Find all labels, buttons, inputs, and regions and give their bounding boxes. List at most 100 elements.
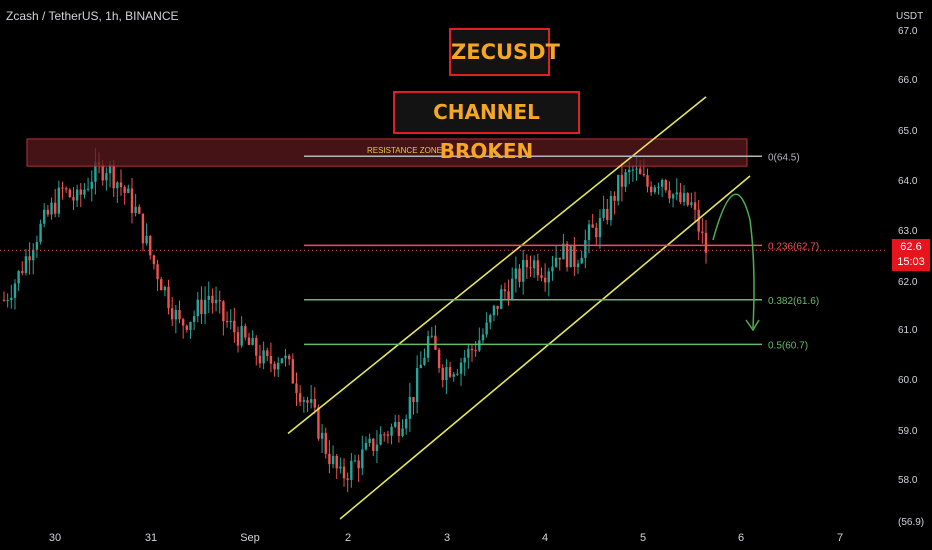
candle-body <box>255 337 258 356</box>
candle-body <box>470 348 474 351</box>
candle-body <box>635 168 638 170</box>
candle-body <box>17 271 20 284</box>
symbol-info: Zcash / TetherUS, 1h, BINANCE <box>6 9 179 23</box>
candle-body <box>302 400 306 402</box>
candle-body <box>152 255 156 265</box>
candle-body <box>364 443 368 450</box>
candle-body <box>57 187 61 214</box>
candle-body <box>145 235 148 244</box>
candle-body <box>595 227 598 238</box>
x-tick-label: 5 <box>640 532 646 544</box>
candle-body <box>671 194 675 199</box>
candle-body <box>404 418 408 429</box>
x-tick-label: Sep <box>240 532 260 544</box>
candle-body <box>521 260 525 282</box>
fib-level-label: 0.236(62.7) <box>768 241 819 252</box>
candle-body <box>13 283 17 298</box>
y-tick-label: 60.0 <box>898 375 918 386</box>
candle-body <box>200 299 203 315</box>
channel-lower-line <box>339 175 751 520</box>
candle-body <box>496 305 499 309</box>
candle-body <box>657 186 660 188</box>
y-tick-label: (56.9) <box>898 517 924 528</box>
candle-body <box>181 319 185 326</box>
candle-body <box>401 428 404 436</box>
candle-body <box>649 186 653 193</box>
candle-body <box>679 192 682 203</box>
x-tick-label: 30 <box>49 532 61 544</box>
candle-body <box>218 300 221 302</box>
candle-body <box>507 291 510 300</box>
candle-body <box>324 432 327 454</box>
resistance-zone <box>26 138 748 167</box>
candle-body <box>101 164 104 181</box>
candle-body <box>94 161 97 182</box>
y-tick-label: 66.0 <box>898 75 918 86</box>
candle-body <box>525 260 529 268</box>
y-tick-label: 61.0 <box>898 325 918 336</box>
candle-body <box>481 334 485 341</box>
chart-title: ZECUSDT <box>449 28 560 76</box>
candle-body <box>61 187 64 189</box>
projection-arrowhead <box>745 319 760 332</box>
candle-body <box>108 165 112 174</box>
candle-body <box>240 326 243 346</box>
candle-body <box>236 332 240 346</box>
candle-body <box>189 321 192 330</box>
candle-body <box>397 422 401 436</box>
candle-body <box>53 202 57 214</box>
candle-body <box>554 257 558 267</box>
candle-body <box>543 277 547 283</box>
candle-body <box>222 301 225 322</box>
candle-body <box>251 337 254 345</box>
candle-body <box>225 321 229 323</box>
candle-body <box>112 165 115 189</box>
candle-body <box>342 466 346 479</box>
x-tick-label: 7 <box>837 532 843 544</box>
candle-body <box>309 399 313 403</box>
candle-body <box>693 202 697 210</box>
candle-body <box>10 297 13 300</box>
candle-body <box>185 325 189 330</box>
candle-body <box>138 206 141 214</box>
candle-body <box>485 322 488 335</box>
candle-body <box>609 195 613 220</box>
candle-body <box>79 189 82 195</box>
candle-body <box>675 192 678 195</box>
candle-body <box>156 264 159 280</box>
candle-body <box>631 169 635 171</box>
candle-body <box>229 320 232 322</box>
candle-body <box>149 235 152 256</box>
candle-body <box>170 308 174 320</box>
candle-body <box>492 305 496 316</box>
candle-body <box>489 315 492 323</box>
candle-body <box>86 188 90 190</box>
resistance-zone-label: RESISTANCE ZONE <box>367 146 442 155</box>
candle-body <box>72 197 75 201</box>
y-tick-label: 58.0 <box>898 475 918 486</box>
candle-body <box>357 460 360 469</box>
candle-body <box>320 432 324 439</box>
candle-body <box>287 355 291 360</box>
candle-body <box>32 249 35 261</box>
candle-body <box>123 187 126 193</box>
candle-body <box>306 400 309 403</box>
fib-level-label: 0(64.5) <box>768 152 800 163</box>
candle-body <box>258 355 262 364</box>
y-tick-label: 67.0 <box>898 26 918 37</box>
candle-body <box>478 340 481 351</box>
candle-body <box>617 174 620 201</box>
candle-body <box>262 350 265 364</box>
candle-body <box>203 299 207 315</box>
candle-body <box>624 172 627 187</box>
candle-body <box>412 397 415 403</box>
candlestick-series <box>2 148 708 493</box>
candle-body <box>335 455 338 469</box>
candle-body <box>551 266 554 272</box>
candle-body <box>331 455 335 465</box>
candle-body <box>452 374 455 377</box>
candle-body <box>701 231 704 233</box>
candle-body <box>660 180 664 187</box>
